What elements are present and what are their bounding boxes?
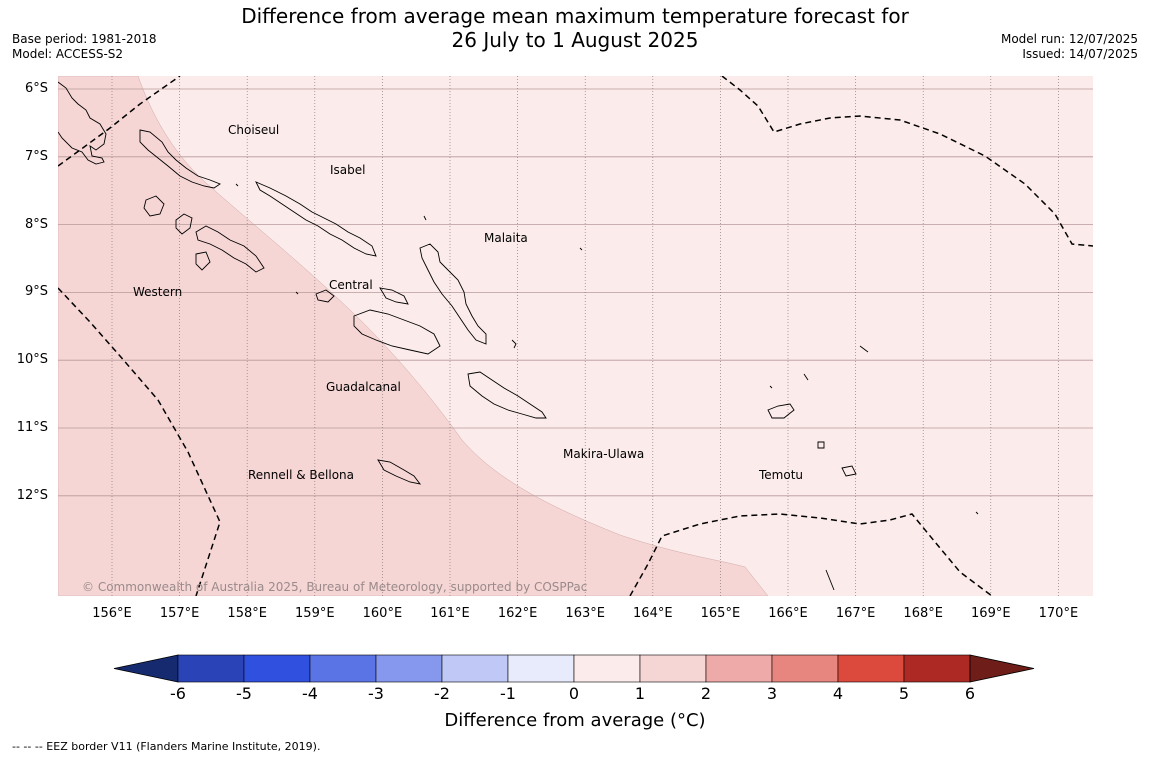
coast-rennell [377,459,422,485]
colorbar-segment [309,654,377,683]
colorbar-segment [837,654,905,683]
longitude-label: 168°E [903,606,943,621]
colorbar-segment [375,654,443,683]
colorbar-tick-label: 0 [568,684,580,703]
coast-bougainville [58,81,107,165]
province-label-western: Western [133,285,182,299]
model-name: Model: ACCESS-S2 [12,47,124,61]
longitude-label: 159°E [295,606,335,621]
province-label-isabel: Isabel [330,163,365,177]
coast-santa-cruz [767,403,857,477]
colorbar-tick-label: -3 [368,684,384,703]
latitude-label: 9°S [24,284,48,300]
province-label-guadalcanal: Guadalcanal [326,380,401,394]
colorbar-tick-label: 1 [634,684,646,703]
colorbar-segment [177,654,245,683]
colorbar-extend-low [113,654,179,683]
coast-small-islands [235,183,979,591]
coast-vella-lavella [143,195,165,217]
province-label-malaita: Malaita [484,231,528,245]
colorbar-segment [639,654,707,683]
longitude-label: 158°E [227,606,267,621]
coast-isabel [255,181,377,257]
province-label-temotu: Temotu [758,468,803,482]
colorbar-label: Difference from average (°C) [444,710,706,731]
colorbar-segment [771,654,839,683]
title-line-2: 26 July to 1 August 2025 [451,28,699,52]
longitude-label: 164°E [633,606,673,621]
colorbar-tick-label: -4 [302,684,318,703]
colorbar-tick-label: -2 [434,684,450,703]
latitude-label: 7°S [24,148,48,164]
colorbar-tick-label: -6 [170,684,186,703]
issued-date: Issued: 14/07/2025 [1022,47,1138,61]
province-label-central: Central [329,278,373,292]
colorbar-segment [441,654,509,683]
longitude-label: 157°E [159,606,200,621]
longitude-label: 163°E [565,606,605,621]
model-run: Model run: 12/07/2025 [1000,32,1138,46]
province-label-rennell-bellona: Rennell & Bellona [248,468,354,482]
colorbar-tick-label: 2 [700,684,712,703]
longitude-label: 165°E [700,606,741,621]
coast-malaita [419,243,487,345]
base-period: Base period: 1981-2018 [12,32,157,46]
longitude-label: 169°E [971,606,1011,621]
map-area: Choiseul Isabel Malaita Western Central … [58,76,1093,596]
eez-border [58,76,1093,596]
colorbar-segment [243,654,311,683]
latitude-label: 8°S [24,216,48,232]
latitude-label: 10°S [16,352,48,368]
latitude-label: 12°S [16,487,48,503]
longitude-label: 170°E [1038,606,1079,621]
eez-legend-note: -- -- -- EEZ border V11 (Flanders Marine… [12,740,321,753]
latitude-label: 6°S [24,81,48,96]
province-label-choiseul: Choiseul [228,123,279,137]
colorbar-tick-label: 5 [898,684,910,703]
coast-guadalcanal [353,309,441,355]
longitude-label: 160°E [362,606,403,621]
colorbar-segments [113,654,1035,683]
longitude-label: 162°E [497,606,538,621]
longitude-label: 156°E [92,606,132,621]
coast-choiseul [139,129,221,189]
longitude-label: 161°E [430,606,470,621]
colorbar-segment [903,654,971,683]
longitude-label: 166°E [768,606,808,621]
province-labels: Choiseul Isabel Malaita Western Central … [133,123,803,482]
province-label-makira-ulawa: Makira-Ulawa [563,447,644,461]
colorbar-segment [573,654,641,683]
colorbar-extend-high [969,654,1035,683]
colorbar-tick-label: 4 [832,684,844,703]
title-line-1: Difference from average mean maximum tem… [241,4,909,28]
latitude-gridlines [58,88,1093,497]
colorbar-segment [705,654,773,683]
colorbar [113,654,1035,683]
coastlines [58,81,979,591]
coast-new-georgia [175,213,265,273]
eez-border-north-east [721,76,1093,247]
eez-border-south-west [58,287,221,596]
longitude-label: 167°E [835,606,876,621]
coast-rendova [195,251,211,271]
colorbar-tick-label: -1 [500,684,516,703]
latitude-label: 11°S [16,420,48,435]
colorbar-segment [507,654,575,683]
eez-border-north-west [58,76,181,167]
coast-florida-islands [315,287,409,305]
coast-makira [467,371,547,419]
colorbar-tick-label: 3 [766,684,778,703]
copyright-notice: © Commonwealth of Australia 2025, Bureau… [82,580,587,594]
colorbar-tick-label: -5 [236,684,252,703]
colorbar-tick-label: 6 [964,684,976,703]
